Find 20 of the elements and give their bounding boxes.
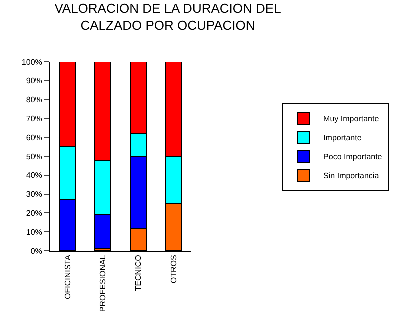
y-tick-label: 80% (26, 96, 42, 105)
y-tick-label: 90% (26, 76, 42, 86)
x-tick-label: TECNICO (134, 255, 143, 292)
y-tick-label: 30% (26, 190, 42, 200)
chart-title: VALORACION DE LA DURACION DEL CALZADO POR OCUPACION (54, 1, 282, 34)
legend-label: Importante (324, 134, 362, 143)
y-tick-label: 50% (26, 152, 42, 162)
legend-label: Muy Importante (324, 114, 380, 124)
y-tick-label: 60% (26, 133, 42, 142)
x-tick-label: PROFESIONAL (98, 254, 108, 312)
y-tick-label: 70% (26, 114, 42, 124)
y-tick-label: 10% (26, 228, 42, 237)
legend-label: Sin Importancia (324, 172, 380, 181)
y-tick-label: 40% (26, 171, 42, 180)
x-tick-label: OFICINISTA (63, 254, 72, 300)
x-tick-label: OTROS (169, 255, 178, 284)
y-tick-label: 0% (30, 246, 42, 256)
y-tick-label: 100% (22, 58, 42, 67)
y-tick-label: 20% (26, 209, 42, 218)
legend-label: Poco Importante (324, 152, 383, 162)
